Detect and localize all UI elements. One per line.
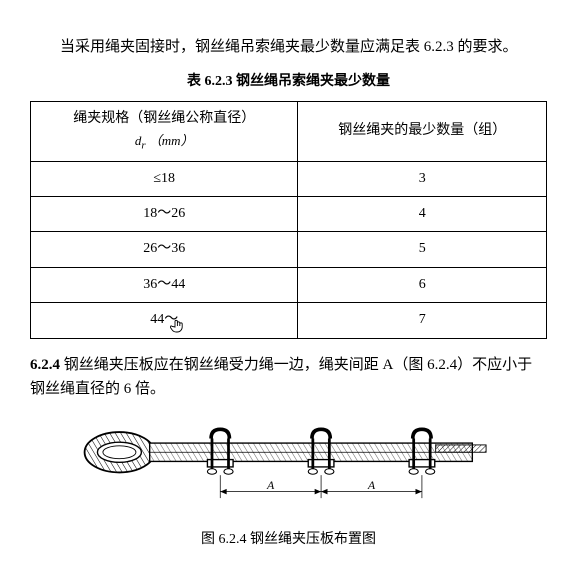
table-row: ≤18 3: [31, 161, 547, 196]
header-spec-line1: 绳夹规格（钢丝绳公称直径）: [73, 111, 255, 126]
cell-count: 5: [298, 232, 547, 267]
cell-count: 3: [298, 161, 547, 196]
section-number: 6.2.4: [30, 357, 60, 373]
dimension-a-2: A: [321, 475, 422, 498]
cell-spec: 44～: [31, 303, 298, 338]
table-row: 36～44 6: [31, 267, 547, 302]
section-paragraph: 6.2.4 钢丝绳夹压板应在钢丝绳受力绳一边，绳夹间距 A（图 6.2.4）不应…: [30, 353, 547, 401]
main-rope: [149, 443, 472, 461]
table-row: 44～ 7: [31, 303, 547, 338]
cell-count: 4: [298, 197, 547, 232]
intro-paragraph: 当采用绳夹固接时，钢丝绳吊索绳夹最少数量应满足表 6.2.3 的要求。: [30, 35, 547, 59]
header-spec-sub: r: [141, 139, 145, 151]
cell-spec: ≤18: [31, 161, 298, 196]
figure-svg: A A: [49, 411, 529, 521]
table-row: 26～36 5: [31, 232, 547, 267]
eye-loop: [84, 432, 154, 472]
cell-spec: 18～26: [31, 197, 298, 232]
section-body: 钢丝绳夹压板应在钢丝绳受力绳一边，绳夹间距 A（图 6.2.4）不应小于钢丝绳直…: [30, 357, 532, 397]
table-header-spec: 绳夹规格（钢丝绳公称直径） dr （mm）: [31, 102, 298, 161]
hand-cursor-icon: [170, 318, 186, 344]
cell-spec: 26～36: [31, 232, 298, 267]
figure: A A: [30, 411, 547, 521]
dimension-a-1: A: [220, 475, 321, 498]
figure-caption: 图 6.2.4 钢丝绳夹压板布置图: [30, 529, 547, 551]
table-header-row: 绳夹规格（钢丝绳公称直径） dr （mm） 钢丝绳夹的最少数量（组）: [31, 102, 547, 161]
cell-count: 7: [298, 303, 547, 338]
table-caption: 表 6.2.3 钢丝绳吊索绳夹最少数量: [30, 71, 547, 93]
dim-label-a: A: [366, 478, 375, 492]
table-row: 18～26 4: [31, 197, 547, 232]
dim-label-a: A: [266, 478, 275, 492]
table-header-count: 钢丝绳夹的最少数量（组）: [298, 102, 547, 161]
cell-count: 6: [298, 267, 547, 302]
clip-table: 绳夹规格（钢丝绳公称直径） dr （mm） 钢丝绳夹的最少数量（组） ≤18 3…: [30, 101, 547, 338]
rope-dead-end: [435, 445, 485, 452]
cell-spec: 36～44: [31, 267, 298, 302]
header-spec-unit: （mm）: [149, 133, 194, 148]
